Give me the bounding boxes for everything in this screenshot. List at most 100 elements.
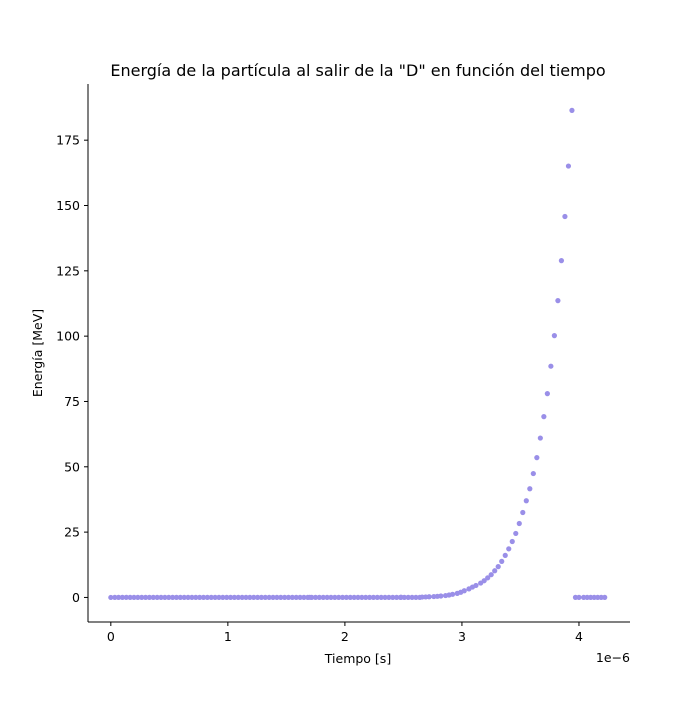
data-point	[212, 594, 218, 600]
data-point	[527, 486, 533, 492]
data-point	[509, 538, 515, 545]
data-point	[131, 594, 137, 600]
data-point	[438, 593, 444, 599]
data-point	[224, 594, 230, 600]
data-point	[154, 594, 160, 600]
data-point	[374, 594, 380, 600]
data-point	[297, 594, 303, 600]
data-point	[305, 594, 311, 600]
data-point	[386, 594, 392, 600]
data-point	[417, 594, 423, 600]
data-point	[413, 594, 419, 600]
data-point	[231, 594, 238, 600]
x-tick-label: 1	[224, 629, 232, 644]
data-point	[282, 594, 288, 600]
data-point	[537, 435, 543, 441]
data-point	[324, 594, 330, 600]
data-point	[258, 594, 265, 600]
data-point	[266, 594, 272, 600]
data-point	[320, 594, 326, 600]
x-axis-offset-label: 1e−6	[596, 650, 630, 665]
data-point	[150, 594, 156, 600]
data-point	[339, 594, 346, 600]
data-point	[351, 594, 357, 600]
data-point	[551, 333, 557, 339]
y-axis-label: Energía [MeV]	[30, 309, 45, 397]
data-point	[197, 594, 203, 600]
data-point	[332, 594, 338, 600]
data-point	[397, 594, 404, 600]
data-point	[513, 530, 519, 537]
data-point	[541, 414, 547, 420]
data-point	[488, 572, 494, 578]
data-point	[473, 582, 479, 589]
data-point	[481, 578, 487, 584]
data-point	[343, 594, 350, 600]
data-point	[534, 455, 540, 461]
data-point	[146, 594, 153, 600]
data-point	[409, 594, 415, 600]
data-point	[347, 594, 353, 600]
data-point	[177, 594, 183, 600]
data-point	[216, 594, 222, 600]
x-tick-label: 3	[458, 629, 466, 644]
data-point	[170, 594, 176, 600]
data-point	[312, 594, 319, 600]
data-point	[328, 594, 334, 600]
data-point	[390, 594, 396, 600]
data-point	[565, 163, 572, 169]
data-point	[544, 391, 550, 397]
data-point	[359, 594, 365, 600]
data-point	[247, 594, 253, 600]
data-point	[602, 594, 608, 600]
data-point	[123, 594, 129, 600]
data-point	[492, 568, 498, 574]
data-points	[108, 107, 608, 601]
data-point	[558, 258, 565, 264]
data-point	[378, 594, 384, 600]
data-point	[200, 594, 207, 600]
data-point	[405, 594, 411, 600]
data-point	[309, 594, 315, 600]
data-point	[576, 594, 582, 600]
data-point	[189, 594, 195, 600]
data-point	[555, 298, 561, 304]
chart-title: Energía de la partícula al salir de la "…	[110, 61, 605, 80]
data-point	[235, 594, 241, 600]
data-point	[562, 213, 568, 220]
data-point	[316, 594, 322, 600]
data-point	[115, 594, 122, 600]
data-point	[285, 594, 292, 600]
data-point	[366, 594, 373, 600]
data-point	[523, 498, 529, 504]
plot-axes: 0 1 2 3 4 0 25 50 75 100 125 150 175	[56, 84, 630, 644]
data-point	[181, 594, 187, 600]
data-point	[289, 594, 295, 600]
data-point	[301, 594, 307, 600]
data-point	[461, 588, 467, 594]
data-point	[530, 470, 536, 477]
y-tick-label: 100	[56, 329, 80, 344]
data-point	[251, 594, 257, 600]
x-tick-label: 0	[107, 629, 115, 644]
data-point	[185, 594, 191, 600]
data-point	[569, 107, 575, 113]
x-tick-label: 4	[575, 629, 583, 644]
y-tick-label: 175	[56, 133, 80, 148]
data-point	[370, 594, 377, 600]
y-tick-label: 150	[56, 198, 80, 213]
data-point	[449, 591, 456, 597]
data-point	[355, 594, 361, 600]
y-tick-label: 125	[56, 263, 80, 278]
data-point	[485, 575, 491, 581]
data-point	[119, 594, 126, 600]
data-point	[502, 552, 508, 558]
y-tick-label: 75	[64, 394, 80, 409]
y-tick-label: 50	[64, 459, 80, 474]
data-point	[262, 594, 268, 600]
y-tick-label: 25	[64, 525, 80, 540]
x-axis-label: Tiempo [s]	[324, 651, 391, 666]
data-point	[243, 594, 249, 600]
